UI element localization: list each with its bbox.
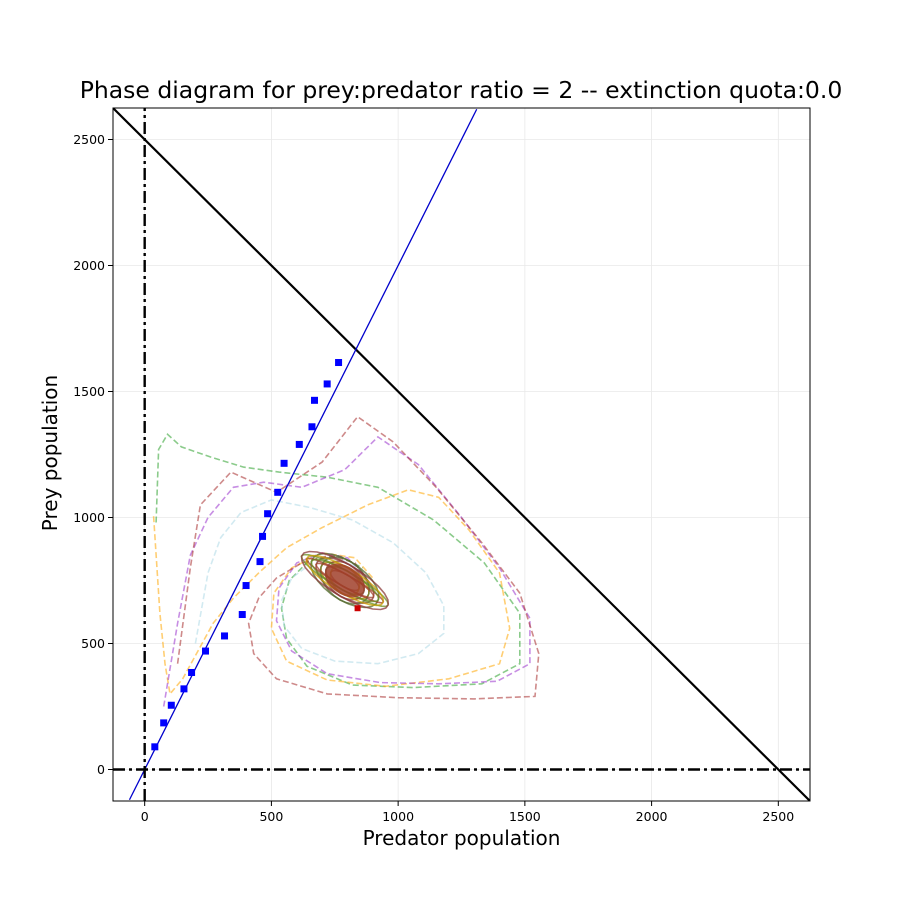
x-axis-label: Predator population	[362, 826, 561, 850]
y-tick-label: 1000	[73, 510, 105, 525]
x-tick-label: 2000	[636, 809, 668, 824]
equilibrium-loop	[305, 554, 385, 607]
y-tick-label: 500	[81, 636, 105, 651]
plot-frame	[112, 107, 811, 802]
x-tick-label: 0	[141, 809, 149, 824]
marker-point	[221, 632, 229, 640]
chart-title: Phase diagram for prey:predator ratio = …	[79, 76, 843, 104]
reference-lines	[113, 108, 810, 801]
x-axis-ticks: 0 500 1000 1500 2000 2500	[141, 801, 794, 824]
y-tick-label: 2000	[73, 258, 105, 273]
marker-point	[264, 510, 272, 518]
y-tick-label: 2500	[73, 132, 105, 147]
marker-point	[256, 558, 264, 566]
marker-point	[310, 396, 318, 404]
marker-point	[180, 685, 188, 693]
y-tick-label: 1500	[73, 384, 105, 399]
equilibrium-loop	[319, 556, 371, 605]
marker-point	[188, 668, 196, 676]
marker-point	[308, 423, 316, 431]
x-tick-label: 1500	[509, 809, 541, 824]
equilibrium-loop	[310, 558, 380, 603]
equilibrium-loop	[300, 550, 390, 611]
end-point-marker	[354, 605, 361, 612]
marker-point	[295, 440, 303, 448]
equilibrium-core	[325, 563, 365, 598]
marker-point	[323, 380, 331, 388]
marker-point	[160, 719, 168, 727]
ratio-line	[128, 108, 478, 801]
x-tick-label: 1000	[382, 809, 414, 824]
marker-point	[335, 359, 343, 367]
marker-point	[259, 532, 267, 540]
marker-point	[151, 743, 159, 751]
marker-point	[280, 459, 288, 467]
equilibrium-cloud	[300, 550, 390, 612]
marker-point	[202, 647, 210, 655]
marker-point	[274, 488, 282, 496]
x-tick-label: 2500	[762, 809, 794, 824]
capacity-line	[113, 108, 810, 801]
x-tick-label: 500	[259, 809, 283, 824]
marker-point	[167, 701, 175, 709]
markers	[151, 359, 343, 751]
trajectory-5	[194, 499, 445, 665]
marker-point	[238, 611, 246, 619]
trajectory-1	[155, 433, 521, 689]
marker-point	[242, 582, 250, 590]
y-axis-label: Prey population	[38, 374, 62, 532]
y-axis-ticks: 0 500 1000 1500 2000 2500	[73, 132, 113, 777]
y-tick-label: 0	[97, 762, 105, 777]
grid	[113, 108, 810, 801]
trajectory-3	[162, 435, 531, 707]
